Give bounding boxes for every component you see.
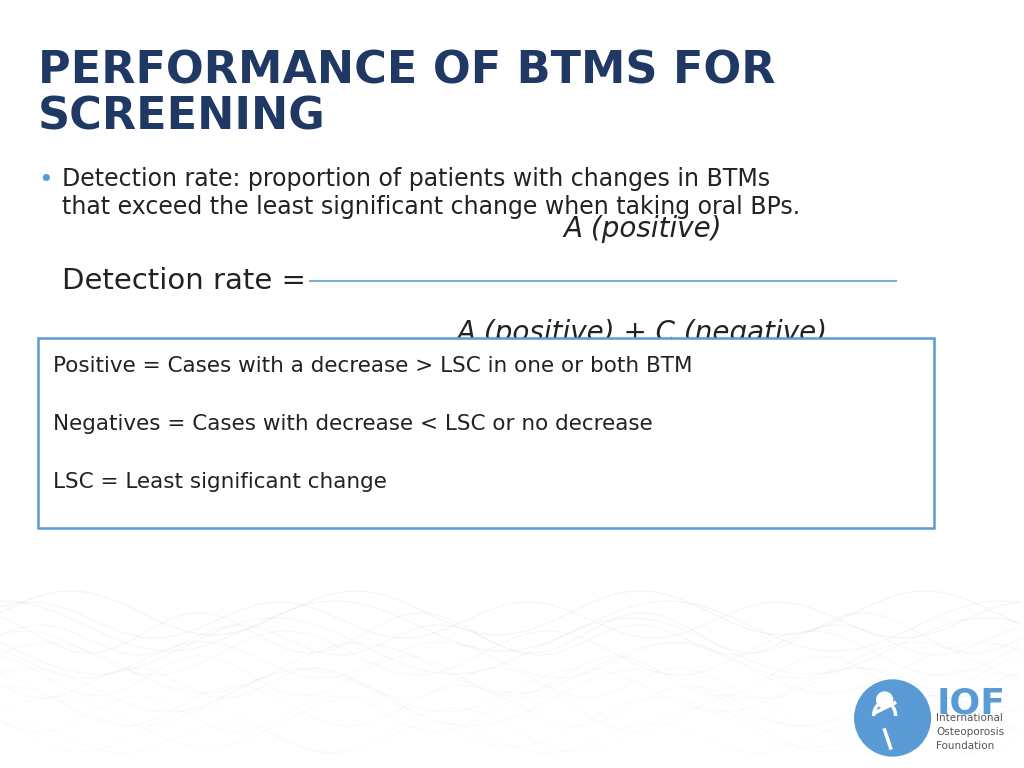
Text: Detection rate: proportion of patients with changes in BTMs: Detection rate: proportion of patients w…: [61, 167, 770, 191]
Text: A (positive): A (positive): [563, 215, 722, 243]
Text: A (positive) + C (negative): A (positive) + C (negative): [457, 319, 828, 347]
Text: International
Osteoporosis
Foundation: International Osteoporosis Foundation: [936, 713, 1005, 751]
Text: •: •: [38, 168, 52, 192]
Text: that exceed the least significant change when taking oral BPs.: that exceed the least significant change…: [61, 195, 800, 219]
Text: Detection rate =: Detection rate =: [61, 267, 306, 295]
Text: IOF: IOF: [936, 687, 1006, 721]
Text: SCREENING: SCREENING: [38, 96, 326, 139]
Circle shape: [877, 692, 893, 708]
Text: LSC = Least significant change: LSC = Least significant change: [53, 472, 387, 492]
Circle shape: [855, 680, 931, 756]
Text: Negatives = Cases with decrease < LSC or no decrease: Negatives = Cases with decrease < LSC or…: [53, 414, 652, 434]
Text: Positive = Cases with a decrease > LSC in one or both BTM: Positive = Cases with a decrease > LSC i…: [53, 356, 692, 376]
Text: PERFORMANCE OF BTMS FOR: PERFORMANCE OF BTMS FOR: [38, 50, 775, 93]
FancyBboxPatch shape: [38, 338, 935, 528]
